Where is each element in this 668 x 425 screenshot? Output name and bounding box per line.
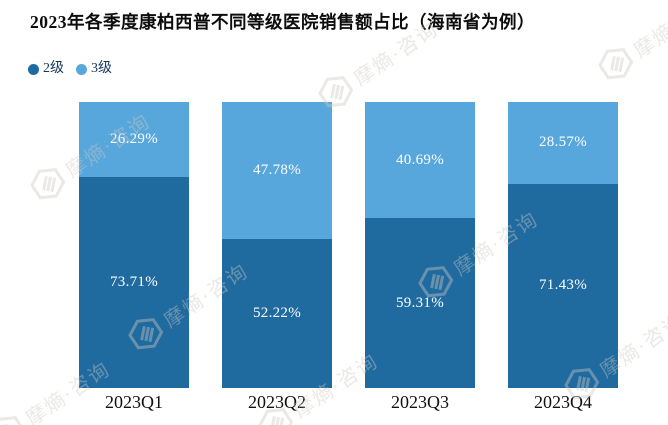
segment-3级-2023Q1: 26.29% — [79, 102, 189, 178]
legend-dot-level3-icon — [76, 63, 87, 75]
bar-2023Q2: 47.78% 52.22% — [222, 102, 332, 388]
hexagon-logo-icon — [598, 48, 634, 80]
segment-3级-2023Q4: 28.57% — [508, 102, 618, 184]
x-label-2023Q1: 2023Q1 — [105, 392, 163, 412]
watermark-text: 摩熵·咨询 — [630, 0, 668, 63]
legend: 2级 3级 — [28, 62, 112, 76]
x-label-2023Q3: 2023Q3 — [391, 392, 449, 412]
legend-dot-level2-icon — [28, 63, 39, 75]
segment-2级-2023Q4: 71.43% — [508, 183, 618, 388]
value-label-3级-2023Q1: 26.29% — [109, 131, 159, 148]
bars-row: 26.29% 73.71% 47.78% 52.22% 40.69% 59.31% 28.5… — [79, 102, 618, 388]
value-label-2级-2023Q3: 59.31% — [395, 294, 445, 311]
hexagon-logo-icon — [30, 168, 66, 200]
legend-label-level2: 2级 — [43, 61, 64, 76]
legend-item-level3: 3级 — [76, 62, 112, 76]
bar-2023Q1: 26.29% 73.71% — [79, 102, 189, 388]
segment-3级-2023Q3: 40.69% — [365, 102, 475, 219]
x-label-2023Q4: 2023Q4 — [534, 392, 592, 412]
legend-label-level3: 3级 — [91, 61, 112, 76]
segment-3级-2023Q2: 47.78% — [222, 102, 332, 239]
bar-2023Q3: 40.69% 59.31% — [365, 102, 475, 388]
value-label-3级-2023Q3: 40.69% — [395, 151, 445, 168]
watermark: 摩熵·咨询 — [592, 0, 668, 87]
segment-2级-2023Q3: 59.31% — [365, 218, 475, 388]
value-label-2级-2023Q2: 52.22% — [252, 304, 302, 321]
hexagon-logo-icon — [0, 416, 26, 425]
value-label-2级-2023Q4: 71.43% — [538, 277, 588, 294]
x-label-2023Q2: 2023Q2 — [248, 392, 306, 412]
value-label-3级-2023Q4: 28.57% — [538, 134, 588, 151]
value-label-3级-2023Q2: 47.78% — [252, 161, 302, 178]
segment-2级-2023Q1: 73.71% — [79, 177, 189, 388]
xaxis-row: 2023Q1 2023Q2 2023Q3 2023Q4 — [79, 392, 618, 413]
chart-title: 2023年各季度康柏西普不同等级医院销售额占比（海南省为例） — [30, 12, 535, 32]
bar-2023Q4: 28.57% 71.43% — [508, 102, 618, 388]
value-label-2级-2023Q1: 73.71% — [109, 274, 159, 291]
segment-2级-2023Q2: 52.22% — [222, 238, 332, 388]
legend-item-level2: 2级 — [28, 62, 64, 76]
